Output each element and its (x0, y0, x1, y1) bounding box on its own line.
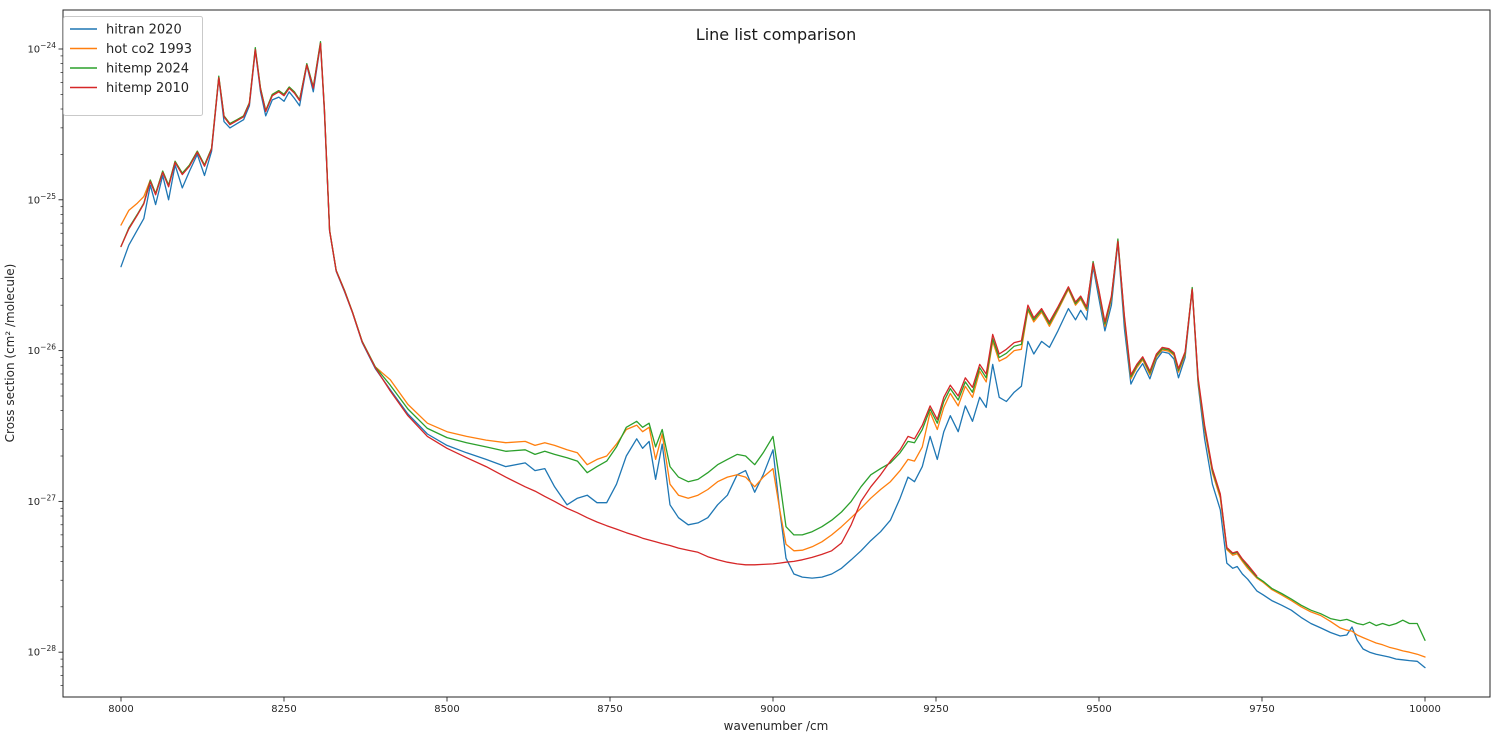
series-lines (120, 40, 1426, 669)
x-tick-label: 9250 (923, 704, 948, 715)
y-tick-label: 10−25 (27, 192, 56, 207)
x-tick-label: 8500 (434, 704, 459, 715)
y-tick-label: 10−26 (27, 343, 56, 358)
series-line-hitemp-2010 (120, 42, 1258, 577)
legend-label-hot-co2-1993: hot co2 1993 (106, 42, 192, 57)
legend-label-hitran-2020: hitran 2020 (106, 23, 182, 38)
x-axis-label: wavenumber /cm (724, 719, 829, 733)
x-tick-label: 8000 (108, 704, 133, 715)
x-axis: 8000 8250 8500 8750 9000 9250 9500 9750 10000 (108, 697, 1441, 715)
plot-border (62, 9, 1491, 698)
y-tick-label: 10−27 (27, 493, 56, 508)
x-tick-label: 10000 (1409, 704, 1441, 715)
chart-title: Line list comparison (696, 25, 856, 44)
series-line-hitran-2020 (120, 43, 1426, 669)
x-tick-label: 8750 (597, 704, 622, 715)
legend-label-hitemp-2024: hitemp 2024 (106, 62, 189, 77)
legend-label-hitemp-2010: hitemp 2010 (106, 81, 189, 96)
y-tick-label: 10−28 (27, 644, 56, 659)
y-tick-label: 10−24 (27, 41, 56, 56)
legend-box (63, 16, 203, 116)
legend: hitran 2020 hot co2 1993 hitemp 2024 hitemp… (63, 16, 203, 116)
y-axis: 10−24 10−25 10−26 10−27 10−28 (27, 41, 63, 687)
x-tick-label: 9500 (1086, 704, 1111, 715)
x-tick-label: 9000 (760, 704, 785, 715)
x-tick-label: 8250 (271, 704, 296, 715)
y-axis-label: Cross section (cm² /molecule) (3, 264, 17, 443)
x-tick-label: 9750 (1249, 704, 1274, 715)
